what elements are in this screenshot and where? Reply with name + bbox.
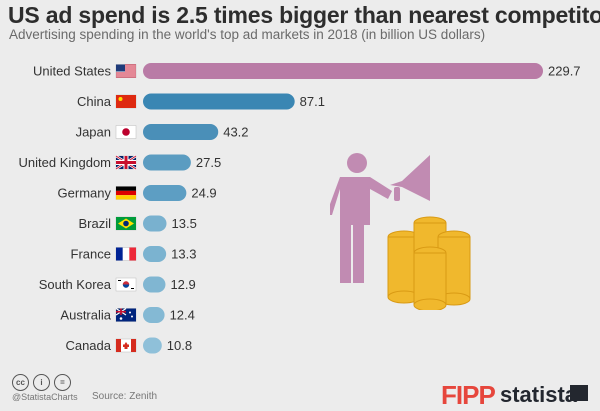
us-flag bbox=[115, 64, 137, 78]
person-icon bbox=[330, 153, 392, 283]
chart-subtitle: Advertising spending in the world's top … bbox=[9, 27, 486, 42]
category-label: Brazil bbox=[78, 216, 111, 231]
category-label: Germany bbox=[58, 186, 112, 201]
value-label: 13.5 bbox=[172, 216, 197, 231]
bar bbox=[143, 307, 165, 323]
license-icons: cc i = bbox=[12, 374, 71, 391]
value-label: 12.9 bbox=[170, 277, 195, 292]
cn-flag bbox=[115, 94, 137, 109]
au-flag bbox=[115, 307, 137, 322]
value-label: 87.1 bbox=[300, 94, 325, 109]
megaphone-person-coins-illustration bbox=[330, 153, 471, 310]
bar bbox=[143, 124, 219, 140]
jp-flag bbox=[115, 125, 137, 139]
category-label: Japan bbox=[76, 125, 111, 140]
coin-stacks-icon bbox=[387, 216, 471, 310]
category-label: China bbox=[77, 94, 112, 109]
bar bbox=[143, 337, 162, 354]
attribution-icon: i bbox=[33, 374, 50, 391]
br-flag bbox=[115, 216, 137, 231]
fipp-logo: FIPP bbox=[441, 380, 496, 410]
value-label: 13.3 bbox=[171, 247, 196, 262]
gb-flag bbox=[115, 154, 137, 171]
value-label: 27.5 bbox=[196, 155, 221, 170]
bar bbox=[143, 215, 167, 232]
value-label: 43.2 bbox=[223, 125, 248, 140]
statista-logo: statista bbox=[500, 382, 578, 407]
twitter-handle: @StatistaCharts bbox=[12, 392, 78, 402]
kr-flag bbox=[115, 277, 137, 292]
bar bbox=[143, 93, 295, 110]
bar bbox=[143, 185, 187, 201]
bar bbox=[143, 63, 543, 79]
value-label: 229.7 bbox=[548, 64, 581, 79]
source-note: Source: Zenith bbox=[92, 391, 158, 402]
chart-title: US ad spend is 2.5 times bigger than nea… bbox=[8, 2, 600, 28]
megaphone-icon bbox=[390, 155, 430, 201]
de-flag bbox=[115, 186, 137, 200]
category-label: Australia bbox=[60, 308, 111, 323]
cc-icon: cc bbox=[12, 374, 29, 391]
statista-icon bbox=[570, 385, 588, 401]
fr-flag bbox=[115, 247, 137, 261]
category-label: United Kingdom bbox=[19, 155, 112, 170]
value-label: 24.9 bbox=[191, 186, 216, 201]
bar bbox=[143, 276, 166, 293]
no-derivatives-icon: = bbox=[54, 374, 71, 391]
category-label: France bbox=[71, 247, 111, 262]
bar bbox=[143, 154, 191, 171]
category-label: South Korea bbox=[39, 277, 112, 292]
ca-flag bbox=[115, 338, 137, 353]
value-label: 10.8 bbox=[167, 338, 192, 353]
bar bbox=[143, 246, 167, 262]
category-label: United States bbox=[33, 64, 112, 79]
value-label: 12.4 bbox=[170, 308, 195, 323]
bar-chart: United States 229.7 China 87.1 Japan 43.2 Unit… bbox=[19, 63, 581, 354]
category-label: Canada bbox=[65, 338, 111, 353]
